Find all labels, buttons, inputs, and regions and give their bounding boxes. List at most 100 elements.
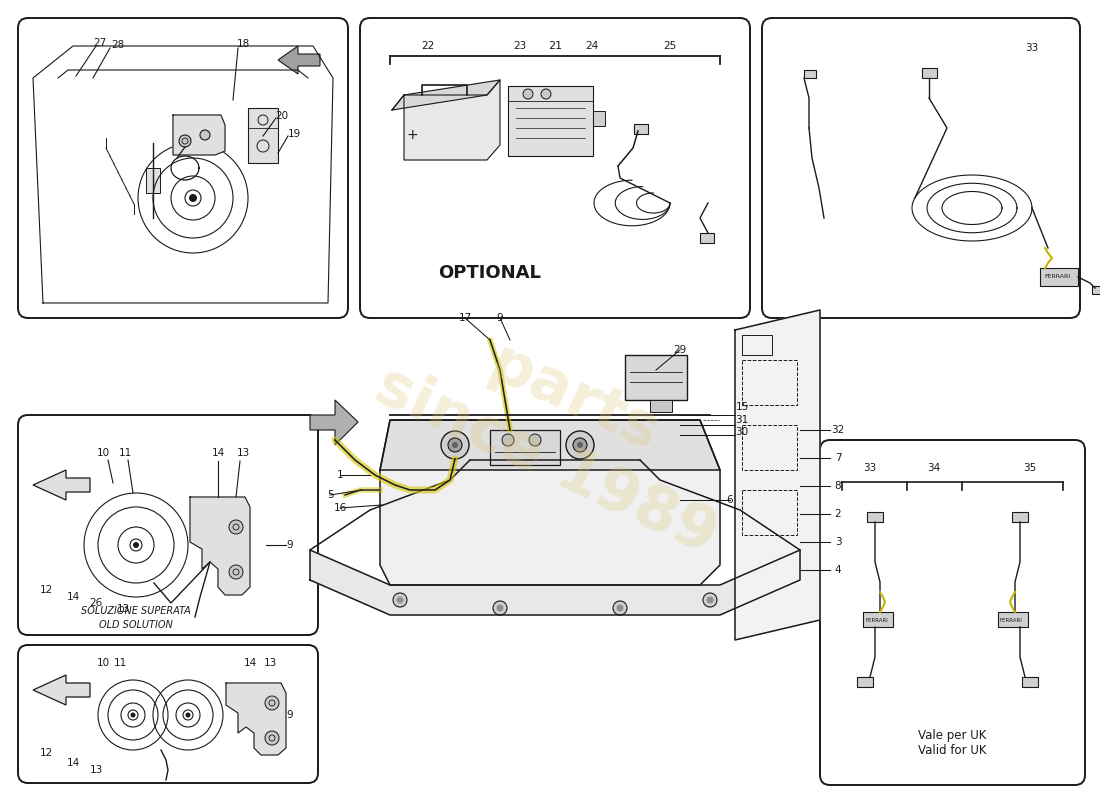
Bar <box>490 430 560 465</box>
Circle shape <box>566 431 594 459</box>
Polygon shape <box>278 46 320 74</box>
Circle shape <box>522 89 534 99</box>
Text: 25: 25 <box>663 41 676 51</box>
Circle shape <box>573 438 587 452</box>
Bar <box>1012 512 1028 522</box>
Text: 33: 33 <box>864 463 877 473</box>
Bar <box>998 612 1028 627</box>
Text: 6: 6 <box>727 495 734 505</box>
Text: 23: 23 <box>514 41 527 51</box>
Text: Vale per UK: Vale per UK <box>917 729 987 742</box>
Circle shape <box>131 713 135 718</box>
Text: 14: 14 <box>66 758 79 768</box>
Text: SOLUZIONE SUPERATA: SOLUZIONE SUPERATA <box>81 606 191 616</box>
Circle shape <box>529 434 541 446</box>
Text: 7: 7 <box>835 453 842 463</box>
Circle shape <box>452 442 458 448</box>
Circle shape <box>493 601 507 615</box>
Text: parts
since 1989: parts since 1989 <box>365 294 755 566</box>
Text: 17: 17 <box>459 313 472 323</box>
Polygon shape <box>173 115 225 155</box>
Text: 15: 15 <box>736 402 749 412</box>
Bar <box>700 233 714 243</box>
Text: 4: 4 <box>835 565 842 575</box>
Text: 10: 10 <box>97 448 110 458</box>
Circle shape <box>229 520 243 534</box>
Text: 32: 32 <box>832 425 845 435</box>
Bar <box>742 335 772 355</box>
Circle shape <box>578 442 583 448</box>
Polygon shape <box>226 683 286 755</box>
Text: 14: 14 <box>243 658 256 668</box>
Text: 13: 13 <box>117 604 130 614</box>
Bar <box>593 111 605 126</box>
Text: 31: 31 <box>736 415 749 425</box>
Circle shape <box>706 597 714 603</box>
Text: 28: 28 <box>111 40 124 50</box>
Polygon shape <box>392 80 500 160</box>
Circle shape <box>229 565 243 579</box>
Polygon shape <box>379 420 720 585</box>
Text: 34: 34 <box>927 463 940 473</box>
Text: 11: 11 <box>113 658 127 668</box>
Text: 13: 13 <box>89 765 102 775</box>
Text: 9: 9 <box>497 313 504 323</box>
Bar <box>146 168 160 193</box>
Bar <box>650 400 672 412</box>
Text: FERRARI: FERRARI <box>1044 274 1070 279</box>
Text: 13: 13 <box>236 448 250 458</box>
Polygon shape <box>735 310 820 640</box>
Text: FERRARI: FERRARI <box>1000 618 1023 622</box>
Text: 30: 30 <box>736 427 749 437</box>
Bar <box>742 425 797 470</box>
Text: 10: 10 <box>97 658 110 668</box>
Circle shape <box>133 542 139 548</box>
Text: 9: 9 <box>287 540 294 550</box>
Circle shape <box>496 605 504 611</box>
Text: OPTIONAL: OPTIONAL <box>439 264 541 282</box>
Bar <box>1022 677 1038 687</box>
Text: 22: 22 <box>421 41 434 51</box>
Bar <box>922 68 937 78</box>
Bar <box>804 70 816 78</box>
Bar <box>248 108 278 163</box>
Text: 21: 21 <box>548 41 562 51</box>
Bar <box>857 677 873 687</box>
Text: 33: 33 <box>1025 43 1038 53</box>
Text: 12: 12 <box>40 748 53 758</box>
Circle shape <box>703 593 717 607</box>
Text: 1: 1 <box>337 470 343 480</box>
Text: 24: 24 <box>585 41 598 51</box>
Circle shape <box>448 438 462 452</box>
Polygon shape <box>392 80 500 110</box>
Bar <box>1092 286 1100 294</box>
Text: 9: 9 <box>287 710 294 720</box>
Text: 14: 14 <box>66 592 79 602</box>
Text: 12: 12 <box>40 585 53 595</box>
Polygon shape <box>310 550 800 615</box>
Text: 35: 35 <box>1023 463 1036 473</box>
Bar <box>634 124 648 134</box>
Polygon shape <box>379 420 720 470</box>
Circle shape <box>265 696 279 710</box>
Text: 20: 20 <box>275 111 288 121</box>
Circle shape <box>189 194 197 202</box>
Text: 5: 5 <box>327 490 333 500</box>
Circle shape <box>179 135 191 147</box>
Text: OLD SOLUTION: OLD SOLUTION <box>99 620 173 630</box>
Text: +: + <box>406 128 418 142</box>
Text: 14: 14 <box>211 448 224 458</box>
Text: 19: 19 <box>287 129 300 139</box>
Circle shape <box>396 597 404 603</box>
Polygon shape <box>33 470 90 500</box>
Bar <box>742 360 797 405</box>
Bar <box>1040 268 1078 286</box>
Circle shape <box>200 130 210 140</box>
Bar <box>742 490 797 535</box>
Circle shape <box>541 89 551 99</box>
Text: FERRARI: FERRARI <box>865 618 888 622</box>
Polygon shape <box>310 400 358 445</box>
Text: 26: 26 <box>89 598 102 608</box>
Circle shape <box>441 431 469 459</box>
Circle shape <box>393 593 407 607</box>
